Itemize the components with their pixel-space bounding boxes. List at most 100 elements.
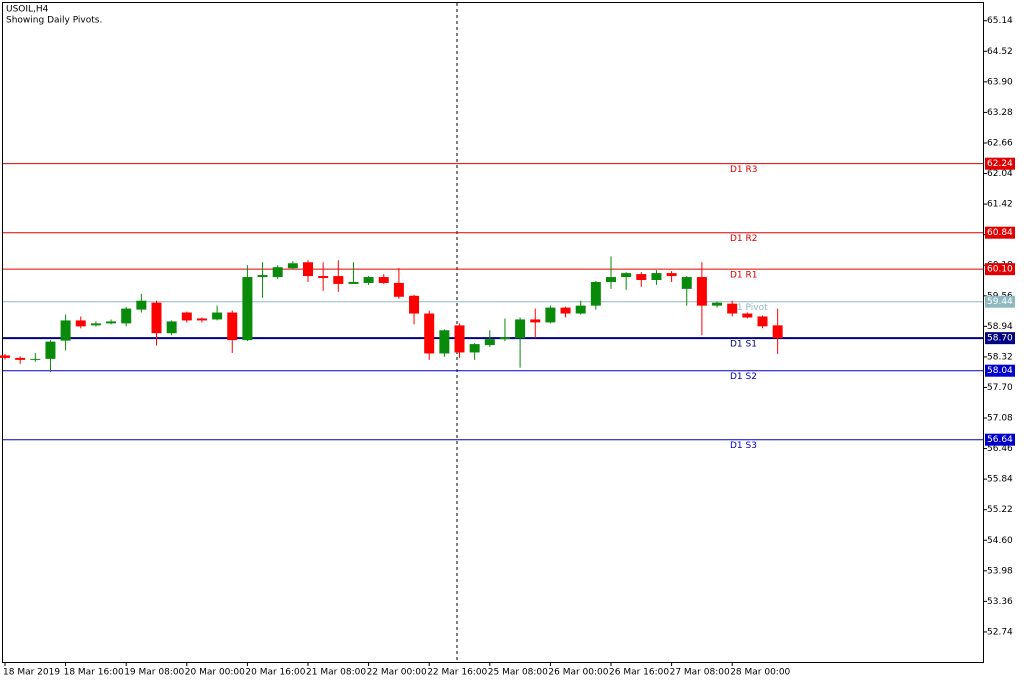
candle-body <box>303 262 313 277</box>
candle-body <box>712 302 723 306</box>
y-tick-label: 53.98 <box>987 566 1013 576</box>
price-tag <box>985 157 1015 170</box>
candle-body <box>151 302 162 334</box>
candle-body <box>257 275 268 278</box>
price-tag-label: 59.44 <box>987 297 1013 307</box>
x-tick-label: 27 Mar 08:00 <box>670 668 730 678</box>
pivot-name: D1 Pivot <box>730 303 768 313</box>
candle-body <box>727 303 738 314</box>
price-tag <box>985 433 1015 446</box>
candle-body <box>757 316 768 327</box>
x-tick-label: 22 Mar 16:00 <box>427 668 487 678</box>
candle-body <box>484 339 495 346</box>
candle-body <box>515 319 526 339</box>
y-tick-label: 63.90 <box>987 77 1013 87</box>
y-tick-label: 62.66 <box>987 138 1013 148</box>
y-tick-label: 63.28 <box>987 108 1013 118</box>
candle-body <box>212 312 223 320</box>
candle-body <box>30 358 41 360</box>
candle-body <box>590 281 601 306</box>
candle-body <box>90 323 101 326</box>
candle-body <box>45 341 56 359</box>
pivot-name: D1 S3 <box>730 441 757 451</box>
candle-body <box>393 282 404 297</box>
candle-body <box>651 273 662 281</box>
x-tick-label: 28 Mar 00:00 <box>730 668 790 678</box>
pivot-name: D1 R2 <box>730 234 758 244</box>
pivot-name: D1 R3 <box>730 165 758 175</box>
pivot-name: D1 S1 <box>730 340 757 350</box>
candle-body <box>424 313 435 354</box>
price-tag <box>985 332 1015 345</box>
y-tick-label: 55.22 <box>987 505 1013 515</box>
candle-body <box>636 274 647 281</box>
y-tick-label: 52.74 <box>987 627 1013 637</box>
candle-body <box>60 320 71 341</box>
price-tag-label: 60.84 <box>987 228 1013 238</box>
candle-body <box>0 355 10 358</box>
candle-body <box>136 300 147 310</box>
price-tag-label: 58.70 <box>987 334 1013 344</box>
y-tick-label: 58.94 <box>987 322 1013 332</box>
y-tick-label: 57.70 <box>987 383 1013 393</box>
chart-subtitle: Showing Daily Pivots. <box>6 16 102 26</box>
pivot-name: D1 S2 <box>730 372 757 382</box>
candle-body <box>227 312 238 341</box>
x-tick-label: 20 Mar 00:00 <box>185 668 245 678</box>
x-tick-label: 22 Mar 00:00 <box>367 668 427 678</box>
candle-body <box>560 307 571 314</box>
candle-body <box>121 308 132 324</box>
candle-body <box>409 295 420 314</box>
candle-body <box>181 312 192 321</box>
price-tag <box>985 226 1015 239</box>
candle-body <box>333 276 344 284</box>
y-tick-label: 65.14 <box>987 16 1013 26</box>
candle-body <box>166 321 177 334</box>
candle-body <box>242 277 253 341</box>
candle-body <box>196 318 207 321</box>
x-tick-label: 21 Mar 08:00 <box>306 668 366 678</box>
candle-body <box>772 325 783 339</box>
y-tick-label: 55.84 <box>987 475 1013 485</box>
candle-body <box>575 305 586 314</box>
pivot-name: D1 R1 <box>730 271 758 281</box>
candle-body <box>681 277 692 289</box>
candle-body <box>272 267 283 278</box>
price-tag-label: 56.64 <box>987 435 1013 445</box>
candle-body <box>545 307 556 323</box>
price-tag <box>985 364 1015 377</box>
y-tick-label: 54.60 <box>987 536 1013 546</box>
candle-body <box>287 263 298 269</box>
candle-body <box>742 313 753 318</box>
candle-body <box>348 281 359 284</box>
price-tag-label: 58.04 <box>987 366 1013 376</box>
candle-body <box>106 321 117 324</box>
candle-body <box>606 277 616 282</box>
candle-body <box>696 277 707 306</box>
x-tick-label: 26 Mar 16:00 <box>609 668 669 678</box>
chart-title: USOIL,H4 <box>6 5 49 15</box>
candle-body <box>15 357 26 360</box>
candle-body <box>363 277 374 283</box>
candle-body <box>499 337 510 340</box>
x-tick-label: 20 Mar 16:00 <box>245 668 305 678</box>
candle-body <box>439 330 450 354</box>
price-tag-label: 60.10 <box>987 265 1013 275</box>
candle-body <box>75 320 86 327</box>
y-tick-label: 61.42 <box>987 200 1013 210</box>
candle-body <box>530 319 541 323</box>
price-tag <box>985 295 1015 308</box>
candle-body <box>621 273 632 278</box>
candle-body <box>318 276 329 279</box>
candle-body <box>666 273 677 277</box>
x-tick-label: 26 Mar 00:00 <box>548 668 608 678</box>
candle-body <box>378 277 389 283</box>
y-tick-label: 56.46 <box>987 444 1013 454</box>
x-tick-label: 18 Mar 2019 <box>3 668 60 678</box>
candle-body <box>454 325 465 353</box>
y-tick-label: 57.08 <box>987 414 1013 424</box>
y-tick-label: 58.32 <box>987 352 1013 362</box>
y-tick-label: 64.52 <box>987 47 1013 57</box>
x-tick-label: 18 Mar 16:00 <box>64 668 124 678</box>
y-tick-label: 62.04 <box>987 169 1013 179</box>
